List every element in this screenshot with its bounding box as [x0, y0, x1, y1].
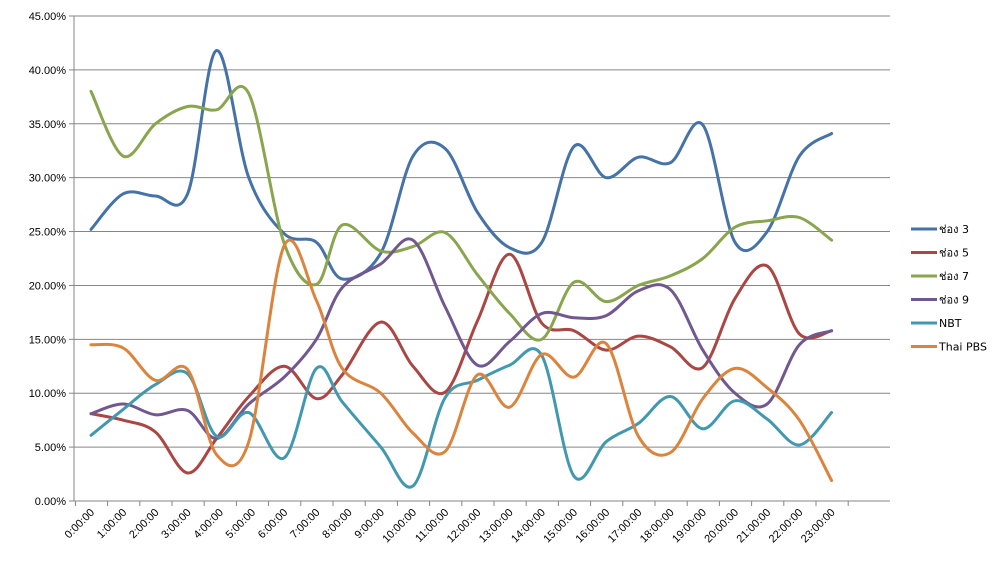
series-line-0: [89, 48, 834, 281]
y-tick-label: 30.00%: [29, 173, 67, 185]
x-tick-label: 18:00:00: [638, 507, 677, 546]
series-line-5: [89, 238, 834, 482]
legend-label: ช่อง 3: [939, 223, 969, 236]
x-tick-label: 21:00:00: [735, 507, 774, 546]
legend-label: ช่อง 7: [939, 270, 969, 283]
x-tick-label: 19:00:00: [670, 507, 709, 546]
series-line-2: [89, 84, 834, 342]
x-tick-label: 8:00:00: [320, 507, 354, 541]
y-tick-label: 0.00%: [35, 496, 66, 508]
x-tick-label: 13:00:00: [477, 507, 516, 546]
y-tick-label: 45.00%: [29, 11, 67, 23]
x-tick-label: 3:00:00: [159, 507, 193, 541]
y-tick-label: 15.00%: [29, 334, 67, 346]
x-tick-label: 2:00:00: [127, 507, 161, 541]
x-tick-label: 23:00:00: [799, 507, 838, 546]
x-tick-label: 12:00:00: [445, 507, 484, 546]
legend-label: ช่อง 9: [939, 294, 969, 307]
y-tick-labels: 0.00% 5.00% 10.00% 15.00% 20.00% 25.00% 30.00%…: [29, 11, 67, 508]
series-line-3: [89, 237, 834, 440]
x-tick-labels: 0:00:001:00:002:00:003:00:004:00:005:00:…: [63, 507, 838, 546]
x-tick-label: 6:00:00: [256, 507, 290, 541]
x-tick-label: 17:00:00: [606, 507, 645, 546]
legend-label: ช่อง 5: [939, 247, 969, 260]
x-tick-label: 14:00:00: [509, 507, 548, 546]
x-tick-label: 15:00:00: [541, 507, 580, 546]
x-tick-label: 1:00:00: [95, 507, 129, 541]
x-tick-label: 10:00:00: [380, 507, 419, 546]
legend-label: Thai PBS: [938, 341, 987, 354]
x-tick-label: 20:00:00: [702, 507, 741, 546]
x-tick-label: 16:00:00: [574, 507, 613, 546]
x-tick-label: 4:00:00: [191, 507, 225, 541]
y-tick-label: 20.00%: [29, 280, 67, 292]
y-tick-label: 40.00%: [29, 65, 67, 77]
y-tick-label: 25.00%: [29, 227, 67, 239]
legend-label: NBT: [939, 317, 962, 330]
gridlines: [74, 15, 890, 448]
series-line-1: [89, 252, 834, 475]
x-tick-label: 22:00:00: [767, 507, 806, 546]
legend: ช่อง 3 ช่อง 5 ช่อง 7 ช่อง 9 NBT Thai PBS: [911, 223, 987, 354]
y-tick-label: 10.00%: [29, 388, 67, 400]
x-tick-label: 5:00:00: [224, 507, 258, 541]
y-tick-label: 5.00%: [35, 442, 66, 454]
x-tick-label: 7:00:00: [288, 507, 322, 541]
series-line-4: [89, 347, 834, 489]
x-tick-label: 0:00:00: [63, 507, 97, 541]
axes: [69, 15, 890, 506]
y-tick-label: 35.00%: [29, 119, 67, 131]
series-lines: [89, 48, 834, 489]
